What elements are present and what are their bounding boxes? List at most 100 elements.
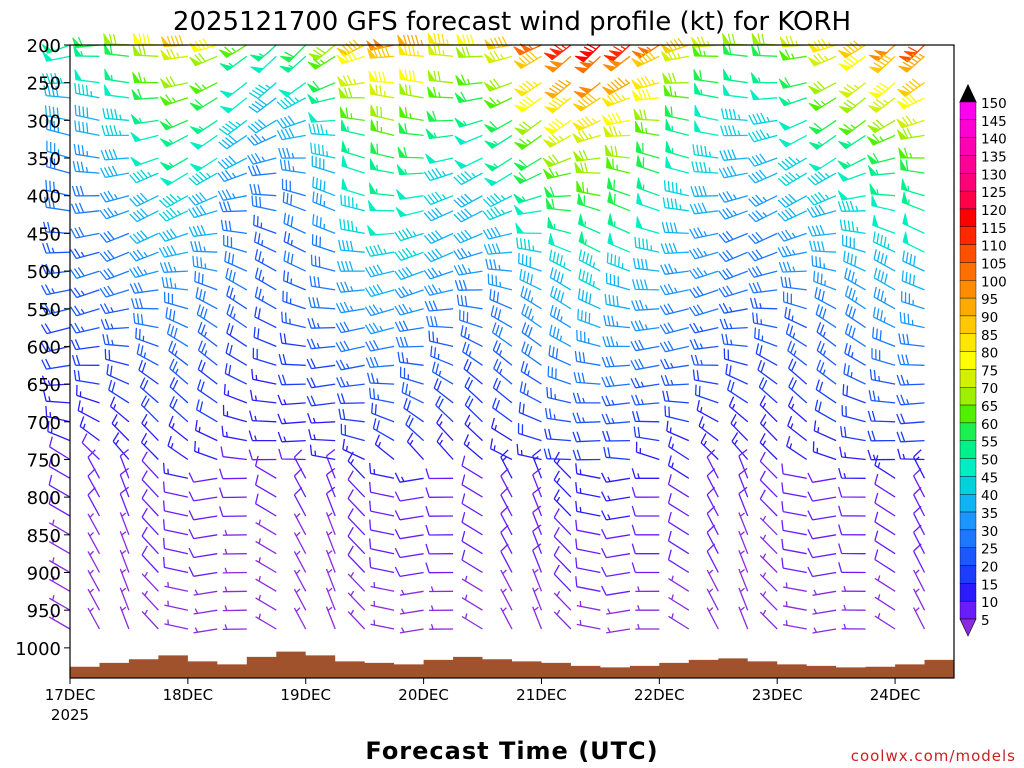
wind-barb <box>222 567 247 574</box>
wind-barb <box>601 356 630 368</box>
wind-barb <box>218 506 247 518</box>
wind-barb-flag <box>722 43 731 55</box>
wind-barb-shaft <box>254 286 277 310</box>
wind-barb <box>162 500 189 517</box>
wind-barb <box>188 566 218 577</box>
wind-barb-shaft <box>403 398 424 423</box>
wind-barb <box>44 105 71 122</box>
wind-barb-shaft <box>518 80 542 97</box>
colorbar-swatch <box>959 600 977 620</box>
wind-barb <box>549 285 572 310</box>
wind-barb <box>572 116 601 132</box>
wind-barb <box>869 369 896 385</box>
wind-barb-shaft <box>631 299 660 311</box>
wind-barb-shaft <box>374 434 395 461</box>
wind-barb-flag <box>631 46 652 59</box>
wind-barb-shaft <box>100 318 129 330</box>
wind-barb-flag <box>250 66 265 74</box>
wind-barb <box>606 252 631 272</box>
colorbar-label: 115 <box>981 221 1007 237</box>
wind-barb-flag <box>483 99 497 109</box>
wind-barb-shaft <box>759 432 778 460</box>
wind-barb-shaft <box>309 444 336 461</box>
wind-barb-flag <box>42 51 54 62</box>
wind-barb <box>141 470 159 498</box>
wind-barb <box>453 208 483 223</box>
wind-barb <box>572 449 601 461</box>
wind-barb <box>781 520 807 536</box>
wind-barb <box>249 183 277 197</box>
wind-barb <box>111 414 130 442</box>
wind-barb-shaft <box>101 125 129 137</box>
wind-barb <box>706 588 719 611</box>
wind-barb-flag <box>399 83 407 96</box>
wind-barb-shaft <box>278 448 306 461</box>
wind-barb-shaft <box>87 588 101 611</box>
wind-barb <box>433 378 454 404</box>
wind-barb-shaft <box>572 449 601 461</box>
wind-barb <box>841 604 866 611</box>
wind-barb-shaft <box>163 291 189 310</box>
wind-barb <box>532 587 543 611</box>
wind-barb <box>607 213 631 234</box>
wind-barb <box>738 486 749 517</box>
wind-barb-shaft <box>71 185 100 197</box>
wind-barb <box>455 46 483 58</box>
wind-barb <box>484 157 513 172</box>
wind-barb-shaft <box>548 345 572 366</box>
wind-barb-shaft <box>667 474 690 498</box>
wind-barb <box>547 216 572 235</box>
colorbar-label: 135 <box>981 149 1007 165</box>
wind-barb-shaft <box>913 588 926 611</box>
wind-barb-shaft <box>222 567 247 574</box>
wind-barb-shaft <box>119 587 130 611</box>
wind-barb-shaft <box>913 449 926 479</box>
wind-barb-shaft <box>777 245 807 258</box>
wind-barb <box>130 298 159 310</box>
wind-barb <box>660 374 689 386</box>
wind-barb <box>188 547 218 559</box>
wind-barb-flag <box>161 36 171 47</box>
wind-barb <box>218 468 247 480</box>
colorbar-swatch <box>959 226 977 245</box>
wind-barb <box>601 413 630 425</box>
wind-barb <box>694 120 719 137</box>
wind-barb-shaft <box>607 92 631 107</box>
wind-barb-shaft <box>158 207 189 222</box>
wind-barb <box>394 266 424 281</box>
wind-barb <box>394 303 424 316</box>
wind-barb-shaft <box>666 420 690 442</box>
wind-barb-shaft <box>347 489 366 517</box>
wind-barb-shaft <box>369 481 395 498</box>
wind-barb-shaft <box>394 472 424 483</box>
wind-barb-flag <box>601 86 616 96</box>
wind-barb <box>48 493 71 517</box>
wind-barb-shaft <box>913 607 926 630</box>
wind-barb-shaft <box>100 165 130 179</box>
wind-barb-flag <box>544 186 554 198</box>
wind-barb-shaft <box>254 267 277 291</box>
wind-barb-shaft <box>44 105 71 122</box>
wind-barb <box>839 219 866 235</box>
wind-barb <box>427 32 454 46</box>
y-tick-label: 200 <box>27 36 61 57</box>
wind-barb <box>718 230 748 244</box>
wind-barb-shaft <box>719 149 748 161</box>
wind-barb <box>544 55 572 73</box>
wind-barb-flag <box>367 48 378 59</box>
wind-barb <box>293 487 307 517</box>
wind-barb <box>276 127 306 141</box>
wind-barb-shaft <box>48 594 71 611</box>
wind-barb <box>158 193 189 208</box>
wind-barb <box>369 462 395 479</box>
wind-barb-shaft <box>668 613 690 630</box>
wind-barb-shaft <box>140 395 159 423</box>
source-watermark: coolwx.com/models <box>851 747 1016 765</box>
wind-barb <box>575 500 601 517</box>
wind-barb-flag <box>896 129 908 140</box>
wind-barb <box>601 510 631 521</box>
wind-barb-shaft <box>521 341 542 366</box>
wind-barb-flag <box>574 162 584 173</box>
wind-barb-shaft <box>544 428 571 442</box>
wind-barb <box>325 587 336 611</box>
